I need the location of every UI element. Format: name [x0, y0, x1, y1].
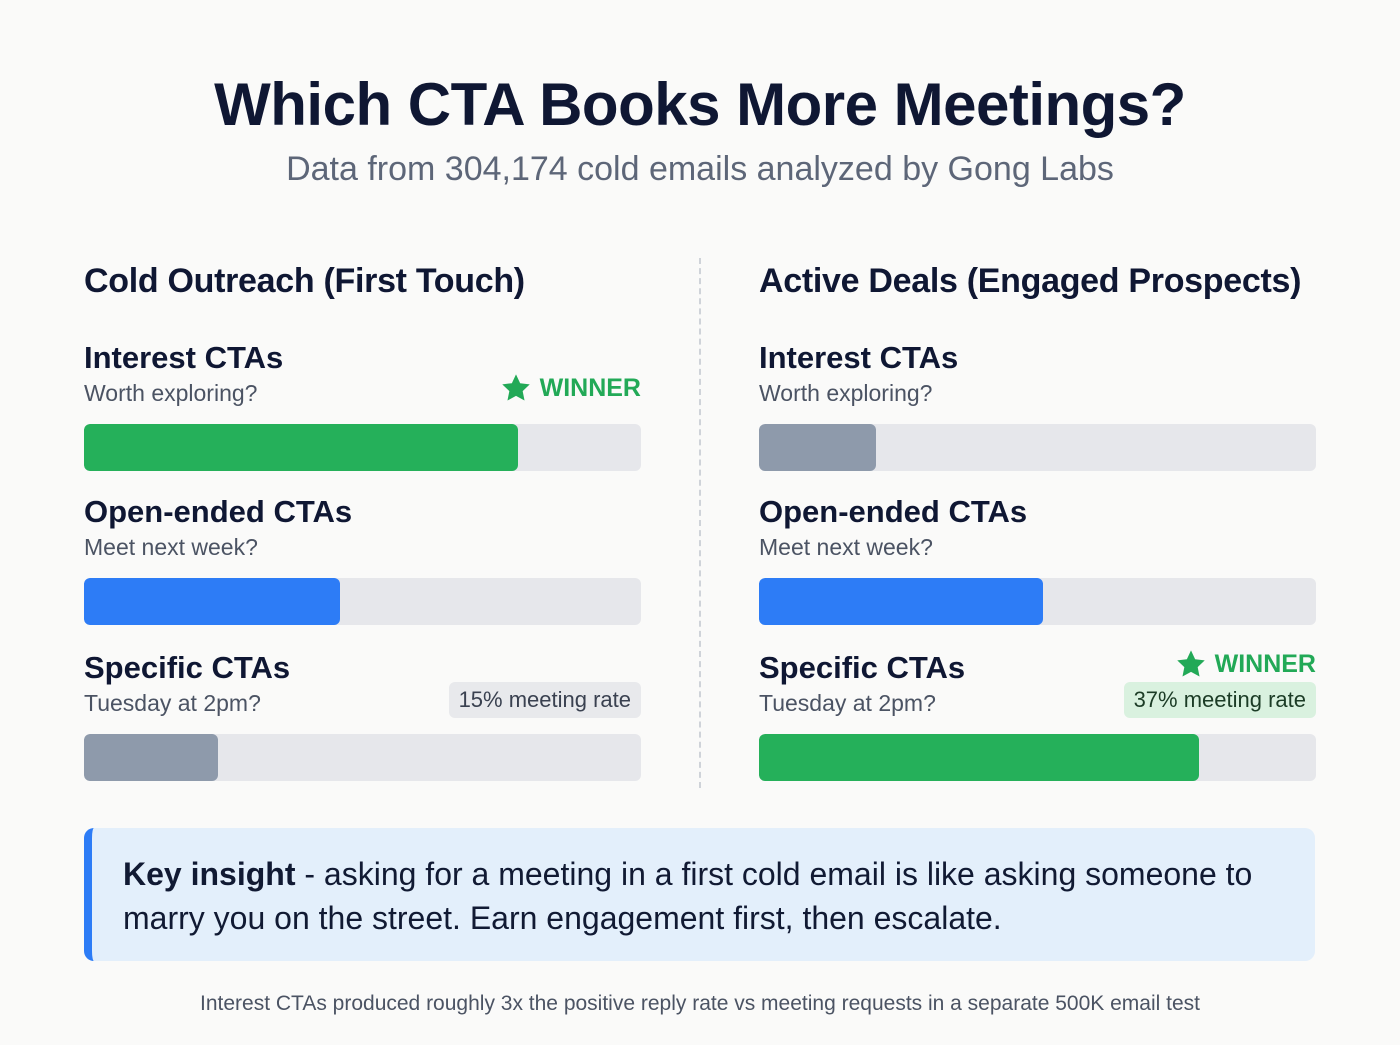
bar-fill [759, 734, 1200, 781]
cta-example: Meet next week? [84, 534, 258, 560]
meeting-rate-badge: 15% meeting rate [448, 682, 641, 718]
page-title: Which CTA Books More Meetings? [214, 71, 1186, 138]
winner-badge: WINNER [500, 372, 641, 404]
panel-title: Cold Outreach (First Touch) [84, 262, 525, 300]
cta-example: Worth exploring? [84, 380, 258, 406]
cta-row-interest: Interest CTAs Worth exploring? WINNER [84, 340, 641, 480]
cta-label: Open-ended CTAs [84, 494, 353, 529]
meeting-rate-badge: 37% meeting rate [1123, 682, 1316, 718]
bar-track [84, 578, 641, 625]
cta-row-open-ended: Open-ended CTAs Meet next week? [759, 494, 1316, 634]
bar-fill [84, 734, 218, 781]
cta-label: Specific CTAs [759, 650, 966, 685]
page-subtitle: Data from 304,174 cold emails analyzed b… [286, 150, 1114, 188]
key-insight-callout: Key insight - asking for a meeting in a … [84, 828, 1315, 961]
panel-cold-outreach: Cold Outreach (First Touch) Interest CTA… [84, 262, 641, 781]
cta-row-interest: Interest CTAs Worth exploring? [759, 340, 1316, 480]
bar-fill [759, 578, 1044, 625]
cta-row-specific: Specific CTAs Tuesday at 2pm? 15% meetin… [84, 650, 641, 790]
cta-example: Worth exploring? [759, 380, 933, 406]
bar-track [759, 734, 1316, 781]
winner-label: WINNER [1214, 649, 1316, 678]
panel-divider [699, 258, 701, 788]
cta-label: Interest CTAs [759, 340, 959, 375]
cta-example: Tuesday at 2pm? [84, 690, 261, 716]
cta-example: Meet next week? [759, 534, 933, 560]
bar-fill [84, 424, 519, 471]
bar-fill [759, 424, 876, 471]
insight-text: - asking for a meeting in a first cold e… [123, 856, 1253, 936]
bar-track [84, 734, 641, 781]
panel-active-deals: Active Deals (Engaged Prospects) Interes… [759, 262, 1316, 781]
winner-label: WINNER [539, 373, 641, 402]
bar-track [759, 578, 1316, 625]
panel-title: Active Deals (Engaged Prospects) [759, 262, 1302, 300]
cta-label: Specific CTAs [84, 650, 291, 685]
cta-row-specific: Specific CTAs Tuesday at 2pm? WINNER 37%… [759, 650, 1316, 790]
bar-fill [84, 578, 341, 625]
insight-lead: Key insight [123, 856, 296, 892]
footnote: Interest CTAs produced roughly 3x the po… [200, 992, 1200, 1015]
cta-row-open-ended: Open-ended CTAs Meet next week? [84, 494, 641, 634]
cta-example: Tuesday at 2pm? [759, 690, 936, 716]
bar-track [84, 424, 641, 471]
star-icon [1176, 650, 1205, 677]
star-icon [501, 374, 530, 401]
bar-track [759, 424, 1316, 471]
cta-label: Open-ended CTAs [759, 494, 1028, 529]
cta-label: Interest CTAs [84, 340, 284, 375]
winner-badge: WINNER [1175, 648, 1316, 680]
